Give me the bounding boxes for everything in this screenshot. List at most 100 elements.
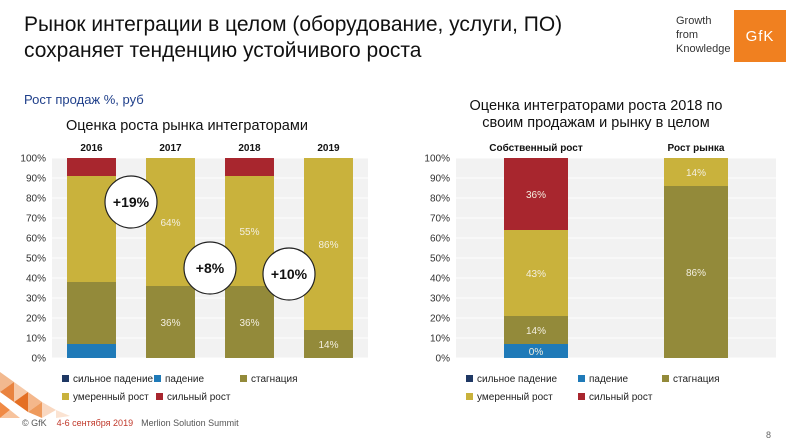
legend-label: стагнация	[673, 374, 720, 385]
growth-annotation: +8%	[196, 260, 225, 276]
data-label: 86%	[318, 240, 338, 251]
bar-segment	[225, 286, 274, 358]
data-label: 14%	[686, 168, 706, 179]
y-tick-label: 30%	[430, 294, 450, 305]
event-date: 4-6 сентября 2019	[56, 418, 134, 428]
data-label: 43%	[526, 269, 546, 280]
category-label: 2016	[80, 143, 103, 154]
y-tick-label: 70%	[430, 214, 450, 225]
bar-segment	[67, 158, 116, 176]
legend-swatch	[240, 375, 247, 382]
bar-segment	[304, 158, 353, 330]
y-tick-label: 70%	[26, 214, 46, 225]
footer: © GfK 4-6 сентября 2019 Merlion Solution S…	[22, 418, 239, 428]
legend-label: стагнация	[251, 374, 298, 385]
legend-swatch	[466, 375, 473, 382]
legend-label: сильный рост	[167, 392, 231, 403]
legend-label: сильный рост	[589, 392, 653, 403]
bar-segment	[67, 282, 116, 344]
legend-swatch	[154, 375, 161, 382]
legend-swatch	[578, 375, 585, 382]
y-tick-label: 60%	[26, 234, 46, 245]
brand-tagline-line: Knowledge	[676, 43, 731, 55]
decor-triangle	[28, 402, 42, 418]
growth-bubble	[183, 241, 237, 295]
decor-triangle	[0, 372, 14, 392]
decor-triangle	[0, 410, 20, 418]
growth-bubble	[262, 247, 316, 301]
brand-tagline-line: from	[676, 29, 698, 41]
data-label: 36%	[160, 318, 180, 329]
category-label: 2017	[159, 143, 182, 154]
page-title: Рынок интеграции в целом (оборудование, …	[24, 13, 563, 62]
growth-annotation: +10%	[271, 266, 308, 282]
y-tick-label: 80%	[430, 194, 450, 205]
category-label: 2018	[238, 143, 261, 154]
bar-segment	[664, 158, 728, 186]
data-label: 86%	[686, 268, 706, 279]
data-label: 14%	[318, 340, 338, 351]
legend-label: падение	[589, 374, 628, 385]
y-tick-label: 40%	[430, 274, 450, 285]
chart-market-growth: Оценка роста рынка интеграторами 0% 10% 20%…	[20, 118, 368, 403]
bar-segment	[225, 158, 274, 176]
decor-triangle	[0, 402, 10, 418]
event-name: Merlion Solution Summit	[141, 418, 239, 428]
growth-bubble	[104, 175, 158, 229]
brand-tagline: Growth from Knowledge	[676, 14, 734, 56]
category-label: Рост рынка	[668, 143, 725, 154]
legend-swatch	[62, 393, 69, 400]
category-label: 2019	[317, 143, 340, 154]
data-label: 36%	[239, 318, 259, 329]
legend-swatch	[662, 375, 669, 382]
y-tick-label: 90%	[26, 174, 46, 185]
copyright: © GfK	[22, 418, 47, 428]
y-tick-label: 50%	[26, 254, 46, 265]
bar-segment	[504, 316, 568, 344]
decor-triangle	[42, 402, 56, 418]
bar-segment	[67, 344, 116, 358]
decorative-triangle-pattern	[0, 372, 70, 418]
y-tick-label: 40%	[26, 274, 46, 285]
y-tick-label: 10%	[26, 334, 46, 345]
legend-swatch	[62, 375, 69, 382]
legend-swatch	[156, 393, 163, 400]
y-tick-label: 20%	[430, 314, 450, 325]
y-tick-label: 50%	[430, 254, 450, 265]
growth-annotation: +19%	[113, 194, 150, 210]
y-tick-label: 90%	[430, 174, 450, 185]
data-label: 0%	[529, 347, 544, 358]
y-tick-label: 0%	[32, 354, 47, 365]
legend-label: падение	[165, 374, 204, 385]
bar-segment	[664, 186, 728, 358]
bar-segment	[504, 158, 568, 230]
decor-triangle	[14, 382, 28, 402]
bar-segment	[504, 230, 568, 316]
y-tick-label: 10%	[430, 334, 450, 345]
data-label: 55%	[239, 227, 259, 238]
bar-segment	[504, 344, 568, 358]
y-tick-label: 100%	[424, 154, 450, 165]
y-tick-label: 20%	[26, 314, 46, 325]
chart-subtitle: Рост продаж %, руб	[24, 92, 144, 107]
category-label: Собственный рост	[489, 142, 583, 154]
legend-label: умеренный рост	[73, 392, 149, 403]
page-number: 8	[766, 430, 772, 440]
decor-triangle	[56, 410, 70, 418]
data-label: 36%	[526, 190, 546, 201]
y-tick-label: 60%	[430, 234, 450, 245]
chart-title: своим продажам и рынку в целом	[482, 115, 709, 131]
legend-label: умеренный рост	[477, 392, 553, 403]
bar-segment	[304, 330, 353, 358]
y-tick-label: 80%	[26, 194, 46, 205]
legend-swatch	[466, 393, 473, 400]
brand-tagline-line: Growth	[676, 15, 712, 27]
data-label: 14%	[526, 326, 546, 337]
y-tick-label: 100%	[20, 154, 46, 165]
y-tick-label: 30%	[26, 294, 46, 305]
decor-triangle	[14, 392, 28, 412]
legend-swatch	[578, 393, 585, 400]
bar-segment	[146, 286, 195, 358]
legend-label: сильное падение	[477, 374, 558, 385]
chart-title: Оценка роста рынка интеграторами	[66, 118, 308, 134]
